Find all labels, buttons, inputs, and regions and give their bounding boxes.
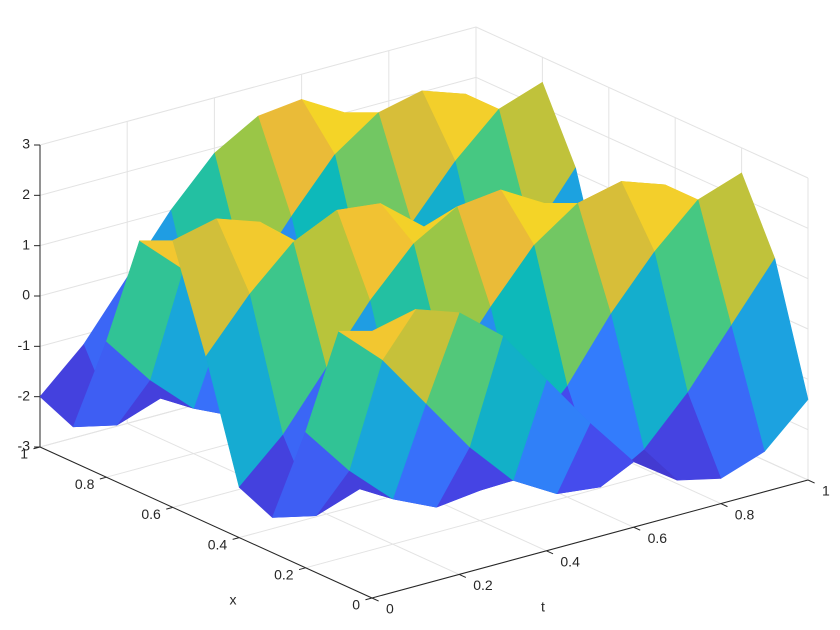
t-tick <box>807 479 815 484</box>
t-tick-label: 0.4 <box>560 554 580 570</box>
x-tick <box>365 597 373 601</box>
x-tick-label: 0 <box>352 597 360 613</box>
t-tick-label: 0 <box>386 601 394 617</box>
x-tick-label: 0.8 <box>75 476 95 492</box>
surface-patch <box>338 309 416 361</box>
t-tick-label: 0.2 <box>473 577 493 593</box>
z-tick-label: -1 <box>18 337 31 353</box>
t-tick <box>546 550 554 555</box>
x-axis <box>39 446 373 599</box>
x-axis-label: x <box>230 592 237 608</box>
x-tick-label: 1 <box>20 446 28 462</box>
grid-line <box>475 26 809 179</box>
x-tick <box>166 506 173 510</box>
z-tick-label: 3 <box>22 136 30 152</box>
x-tick <box>99 476 107 480</box>
x-tick <box>298 567 306 571</box>
t-tick <box>633 526 641 531</box>
t-tick-label: 0.6 <box>648 530 668 546</box>
t-axis <box>371 479 809 599</box>
grid-line <box>39 26 477 146</box>
t-tick <box>371 597 379 602</box>
z-tick-label: 0 <box>22 287 30 303</box>
t-tick <box>458 573 467 578</box>
x-tick-label: 0.6 <box>141 506 161 522</box>
x-tick-label: 0.4 <box>208 536 228 552</box>
z-tick-label: -3 <box>18 438 31 454</box>
t-tick-label: 1 <box>822 483 830 499</box>
t-axis-label: t <box>541 599 545 615</box>
z-tick-label: -2 <box>18 387 31 403</box>
t-tick <box>720 503 728 508</box>
x-tick-label: 0.2 <box>274 567 294 583</box>
z-tick-label: 1 <box>22 236 30 252</box>
z-tick-label: 2 <box>22 186 30 202</box>
x-tick <box>232 537 240 540</box>
t-tick-label: 0.8 <box>735 506 755 522</box>
